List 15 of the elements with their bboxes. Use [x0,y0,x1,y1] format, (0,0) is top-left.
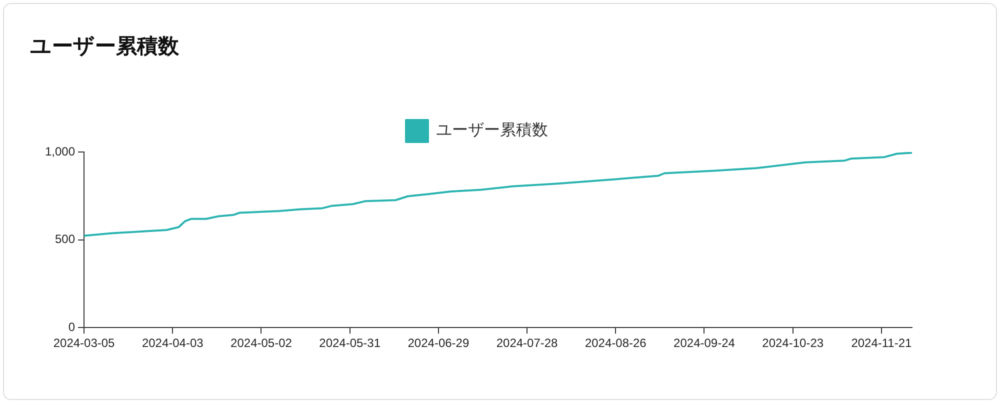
x-tick-label: 2024-05-31 [319,336,381,350]
legend-label: ユーザー累積数 [436,120,548,140]
y-tick-label: 0 [68,320,76,334]
x-tick-label: 2024-04-03 [142,336,204,350]
y-tick-label: 1,000 [45,144,76,158]
x-tick-label: 2024-08-26 [584,336,647,350]
x-tick-label: 2024-11-21 [851,336,912,350]
x-tick-label: 2024-09-24 [674,336,736,350]
x-tick-label: 2024-07-28 [496,336,558,350]
x-tick-label: 2024-06-29 [408,336,470,350]
x-tick-label: 2024-05-02 [230,336,292,350]
y-tick-label: 500 [55,232,76,246]
x-tick-label: 2024-03-05 [53,336,116,350]
chart-title: ユーザー累積数 [30,33,179,60]
x-tick-label: 2024-10-23 [762,336,824,350]
